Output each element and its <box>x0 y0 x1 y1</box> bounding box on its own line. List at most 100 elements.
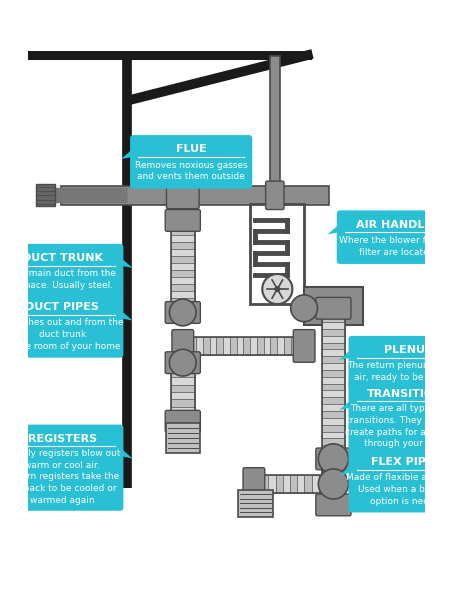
Bar <box>196 337 203 355</box>
Bar <box>36 184 55 206</box>
Bar <box>322 315 345 322</box>
Bar <box>322 474 345 482</box>
Bar <box>277 337 284 355</box>
FancyBboxPatch shape <box>348 448 471 513</box>
Bar <box>297 475 304 493</box>
Bar <box>183 337 190 355</box>
Bar <box>322 411 345 418</box>
Circle shape <box>291 295 318 322</box>
Polygon shape <box>120 257 133 268</box>
Bar <box>171 249 194 256</box>
Bar <box>210 337 217 355</box>
Text: Where the blower fan and
filter are located.: Where the blower fan and filter are loca… <box>339 236 457 257</box>
Circle shape <box>274 286 280 292</box>
Bar <box>171 392 194 400</box>
Bar <box>190 337 196 355</box>
Bar <box>283 475 290 493</box>
Bar <box>322 356 345 363</box>
Circle shape <box>169 349 196 376</box>
Text: FLUE: FLUE <box>176 144 207 155</box>
Bar <box>250 337 257 355</box>
FancyBboxPatch shape <box>243 468 265 500</box>
Bar <box>171 284 194 291</box>
Bar <box>304 475 312 493</box>
FancyBboxPatch shape <box>1 244 123 298</box>
Circle shape <box>169 299 196 326</box>
Bar <box>254 475 333 493</box>
Bar <box>244 337 250 355</box>
Bar <box>250 204 304 304</box>
Bar <box>183 337 304 355</box>
Bar <box>171 377 194 385</box>
Bar <box>322 308 345 315</box>
Bar <box>284 337 291 355</box>
FancyBboxPatch shape <box>172 329 194 362</box>
Bar <box>326 475 333 493</box>
Polygon shape <box>120 447 133 458</box>
Polygon shape <box>339 349 352 360</box>
Text: FLEX PIPING: FLEX PIPING <box>371 457 448 467</box>
Text: Branches out and from the
duct trunk
to the room of your home: Branches out and from the duct trunk to … <box>1 318 123 351</box>
Circle shape <box>262 274 292 304</box>
Bar <box>261 475 268 493</box>
Bar <box>322 489 345 497</box>
Bar <box>171 370 194 377</box>
Bar <box>319 475 326 493</box>
Bar <box>322 425 345 431</box>
Bar <box>322 391 345 397</box>
Bar <box>171 414 194 421</box>
Bar <box>322 452 345 459</box>
Bar <box>257 337 264 355</box>
Bar <box>171 305 194 313</box>
Polygon shape <box>339 399 352 410</box>
Bar <box>223 337 230 355</box>
Bar <box>322 404 345 411</box>
Text: There are all types of duct
transitions. They connect to
create paths for air to: There are all types of duct transitions.… <box>345 404 474 449</box>
Text: DUCT PIPES: DUCT PIPES <box>26 302 99 313</box>
Bar <box>291 337 297 355</box>
Bar <box>322 308 345 459</box>
FancyBboxPatch shape <box>348 336 471 389</box>
Bar <box>312 475 319 493</box>
Bar <box>297 337 304 355</box>
FancyBboxPatch shape <box>337 210 459 264</box>
Text: The return plenum fills with
air, ready to be warmed.: The return plenum fills with air, ready … <box>347 361 472 382</box>
Bar <box>230 337 237 355</box>
Polygon shape <box>328 223 340 234</box>
FancyBboxPatch shape <box>165 301 201 323</box>
Bar <box>322 377 345 383</box>
Bar <box>171 256 194 263</box>
Bar <box>290 475 297 493</box>
Text: DUCT TRUNK: DUCT TRUNK <box>22 253 103 263</box>
Bar <box>264 337 270 355</box>
Bar <box>322 482 345 489</box>
Bar <box>28 52 312 60</box>
Polygon shape <box>339 464 352 476</box>
Bar <box>322 438 345 445</box>
Bar <box>254 475 261 493</box>
Bar <box>322 459 345 505</box>
Bar <box>322 363 345 370</box>
Bar <box>270 56 280 204</box>
Bar <box>171 270 194 277</box>
Text: REGISTERS: REGISTERS <box>28 434 97 444</box>
Bar <box>322 397 345 404</box>
Bar <box>322 329 345 335</box>
FancyBboxPatch shape <box>293 329 315 362</box>
Bar <box>203 337 210 355</box>
Bar <box>270 337 277 355</box>
Text: Supply registers blow out
warm or cool air.
Return registers take the
air back t: Supply registers blow out warm or cool a… <box>5 449 120 505</box>
Bar <box>322 370 345 377</box>
Circle shape <box>319 469 348 499</box>
Bar <box>217 337 223 355</box>
Text: The main duct from the
furnace. Usually steel.: The main duct from the furnace. Usually … <box>9 270 116 291</box>
Circle shape <box>319 444 348 474</box>
Bar <box>237 337 244 355</box>
Bar <box>322 418 345 425</box>
Text: AIR HANDLER: AIR HANDLER <box>356 220 440 229</box>
Bar <box>171 263 194 270</box>
FancyBboxPatch shape <box>316 298 351 319</box>
Text: TRANSITIONS: TRANSITIONS <box>367 389 452 398</box>
Bar <box>322 349 345 356</box>
Bar <box>322 343 345 349</box>
